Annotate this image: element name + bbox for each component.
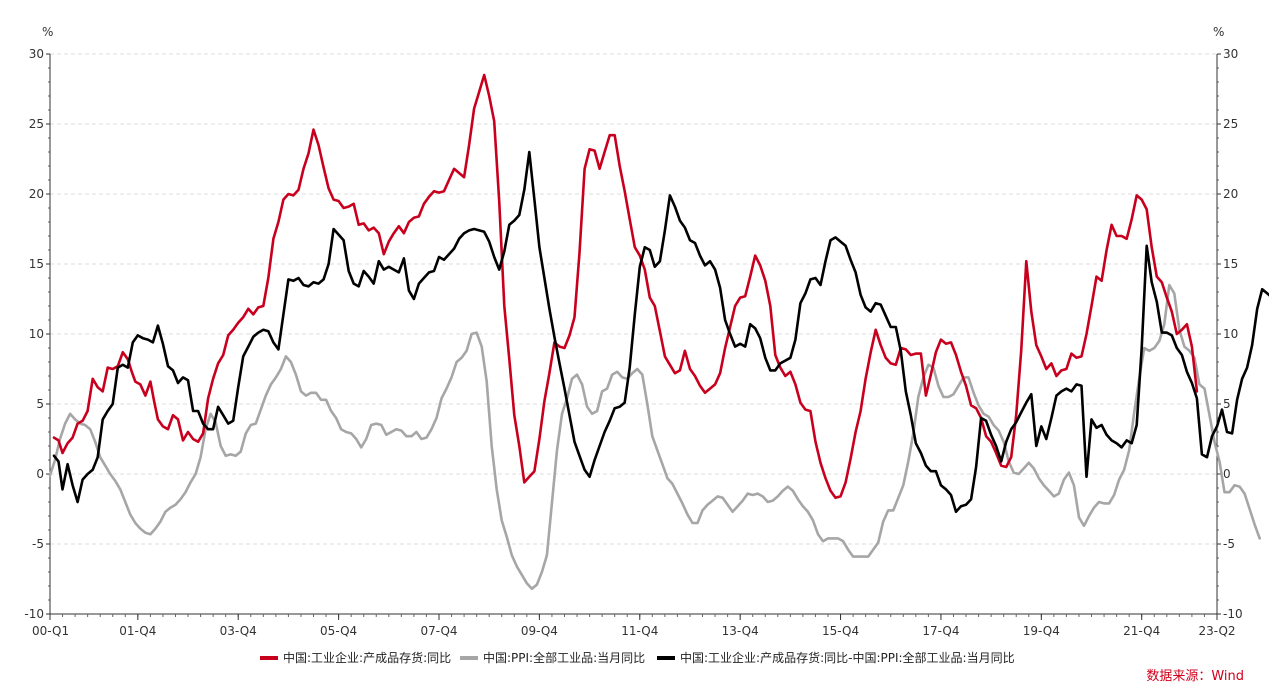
y-tick-label-left: 0	[36, 467, 44, 481]
y-tick-label-right: 25	[1223, 117, 1238, 131]
x-tick-label: 19-Q4	[1023, 624, 1060, 638]
y-tick-label-left: 20	[29, 187, 44, 201]
series-lines	[48, 73, 1269, 591]
y-tick-label-left: 5	[36, 397, 44, 411]
axes: -10 -10 -5 -5 0 0 5 5 10 10 15 15 20 20 25 25 30 30 00-Q1 0…	[24, 47, 1242, 638]
y-tick-label-right: 5	[1223, 397, 1231, 411]
series-line-0	[52, 73, 1199, 500]
y-tick-label-left: 30	[29, 47, 44, 61]
legend: 中国:工业企业:产成品存货:同比 中国:PPI:全部工业品:当月同比 中国:工业企业…	[260, 650, 1015, 665]
x-tick-label: 15-Q4	[822, 624, 859, 638]
x-tick-label: 01-Q4	[119, 624, 156, 638]
x-tick-label: 00-Q1	[32, 624, 69, 638]
y-tick-label-right: 20	[1223, 187, 1238, 201]
y-tick-label-right: -5	[1223, 537, 1235, 551]
y-tick-label-right: 10	[1223, 327, 1238, 341]
x-tick-label: 17-Q4	[922, 624, 959, 638]
y-tick-label-right: 0	[1223, 467, 1231, 481]
x-tick-label: 11-Q4	[621, 624, 658, 638]
x-tick-label: 03-Q4	[220, 624, 257, 638]
legend-label-1: 中国:PPI:全部工业品:当月同比	[483, 650, 645, 665]
y-tick-label-right: -10	[1223, 607, 1243, 621]
x-tick-label: 05-Q4	[320, 624, 357, 638]
y-tick-label-right: 15	[1223, 257, 1238, 271]
y-tick-label-left: 10	[29, 327, 44, 341]
source-note: 数据来源：Wind	[1146, 669, 1244, 684]
x-tick-label: 23-Q2	[1198, 624, 1235, 638]
x-tick-label: 07-Q4	[420, 624, 457, 638]
left-axis-unit: %	[42, 25, 53, 39]
x-tick-label: 09-Q4	[521, 624, 558, 638]
right-axis-unit: %	[1213, 25, 1224, 39]
series-line-2	[52, 150, 1269, 514]
y-tick-label-left: -5	[32, 537, 44, 551]
x-tick-label: 13-Q4	[722, 624, 759, 638]
y-tick-label-left: 25	[29, 117, 44, 131]
x-tick-label: 21-Q4	[1123, 624, 1160, 638]
legend-label-2: 中国:工业企业:产成品存货:同比-中国:PPI:全部工业品:当月同比	[680, 650, 1015, 665]
legend-label-0: 中国:工业企业:产成品存货:同比	[283, 650, 451, 665]
y-tick-label-left: -10	[24, 607, 44, 621]
y-tick-label-right: 30	[1223, 47, 1238, 61]
y-tick-label-left: 15	[29, 257, 44, 271]
series-line-1	[48, 283, 1261, 591]
